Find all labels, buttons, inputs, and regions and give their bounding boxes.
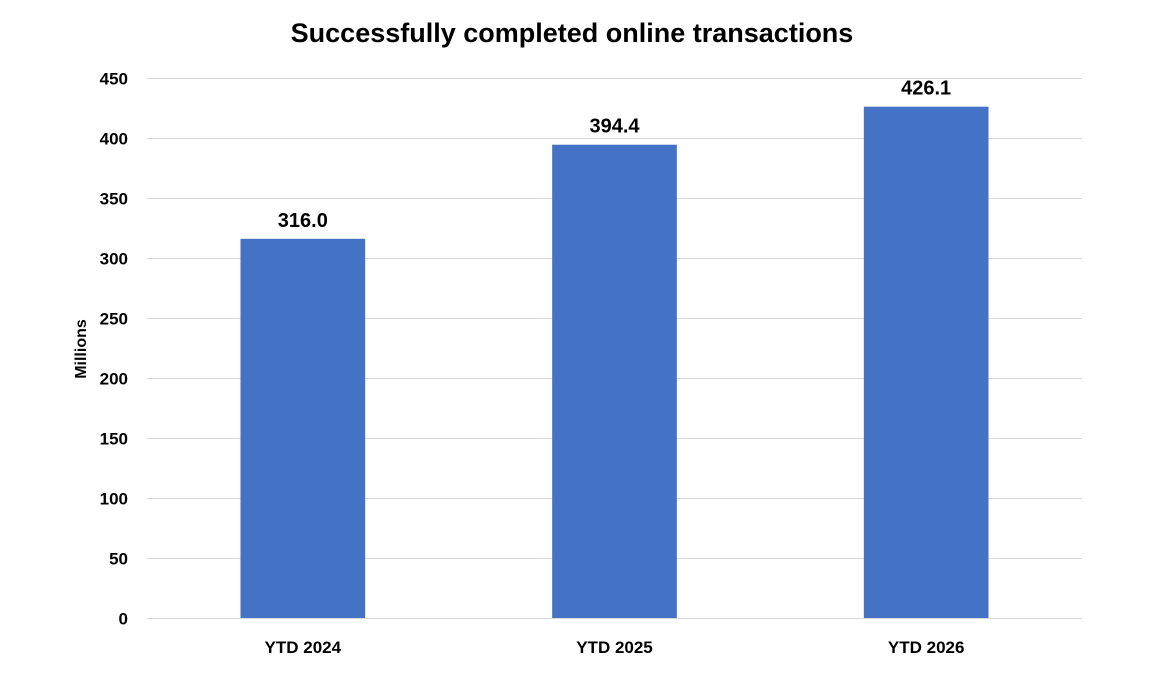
bar	[552, 144, 677, 618]
y-tick-label: 150	[100, 430, 128, 449]
data-label: 426.1	[901, 78, 951, 100]
data-labels: 316.0 394.4 426.1	[278, 78, 951, 232]
y-tick-labels: 0 50 100 150 200 250 300 350 400 450	[100, 70, 128, 629]
y-axis-label: Millions	[73, 319, 90, 379]
y-tick-label: 0	[119, 610, 128, 629]
y-tick-label: 300	[100, 250, 128, 269]
chart-title: Successfully completed online transactio…	[290, 18, 854, 48]
bar	[240, 238, 366, 619]
x-tick-label: YTD 2026	[888, 638, 965, 657]
y-tick-label: 50	[109, 550, 128, 569]
bars	[240, 106, 989, 619]
y-tick-label: 450	[100, 70, 128, 89]
bar	[863, 106, 989, 619]
x-tick-label: YTD 2024	[265, 638, 342, 657]
y-tick-label: 250	[100, 310, 128, 329]
y-tick-label: 400	[100, 130, 128, 149]
x-tick-labels: YTD 2024 YTD 2025 YTD 2026	[265, 638, 965, 657]
y-tick-label: 100	[100, 490, 128, 509]
y-tick-label: 200	[100, 370, 128, 389]
data-label: 394.4	[589, 116, 640, 138]
x-tick-label: YTD 2025	[576, 638, 653, 657]
data-label: 316.0	[278, 210, 328, 232]
y-tick-label: 350	[100, 190, 128, 209]
